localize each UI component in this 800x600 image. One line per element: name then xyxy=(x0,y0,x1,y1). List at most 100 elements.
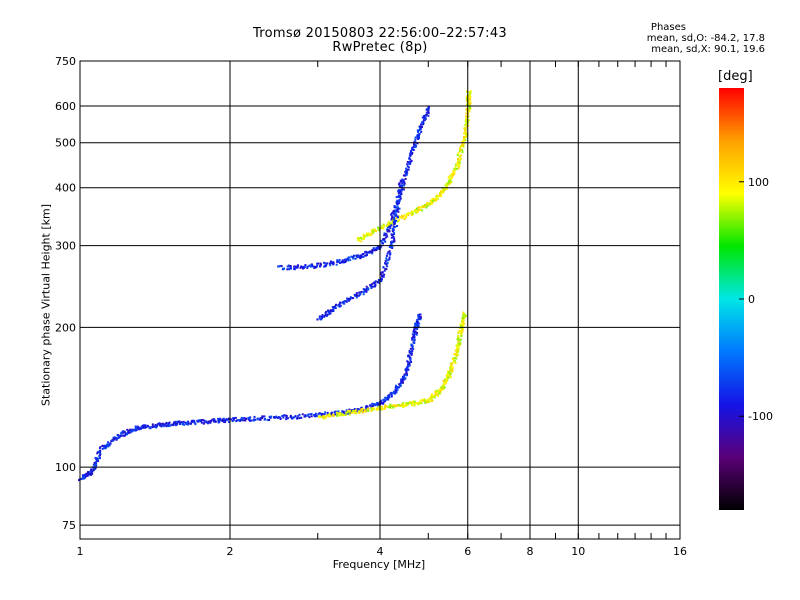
data-point xyxy=(355,254,358,257)
data-point xyxy=(374,285,376,288)
x-tick-label: 16 xyxy=(673,545,687,558)
data-point xyxy=(371,251,374,254)
data-point xyxy=(306,265,309,268)
data-point xyxy=(111,439,114,441)
data-point xyxy=(300,416,303,419)
data-point xyxy=(223,420,225,423)
data-point xyxy=(387,222,389,225)
data-point xyxy=(354,257,357,260)
data-point xyxy=(391,246,394,248)
data-point xyxy=(382,242,384,245)
data-point xyxy=(99,454,101,457)
chart-subtitle: RwPretec (8p) xyxy=(332,40,428,55)
data-point xyxy=(427,106,430,109)
data-point xyxy=(196,420,199,422)
data-point xyxy=(425,206,428,209)
data-point xyxy=(342,413,345,416)
data-point xyxy=(402,406,405,408)
data-point xyxy=(408,161,410,163)
data-point xyxy=(286,417,289,420)
data-point xyxy=(405,213,408,216)
data-point xyxy=(371,252,374,255)
phase-stats-o: mean, sd,O: -84.2, 17.8 xyxy=(646,33,765,44)
data-point xyxy=(449,178,452,181)
data-point xyxy=(398,199,401,202)
data-point xyxy=(392,229,395,232)
data-point xyxy=(323,413,326,416)
data-point xyxy=(93,464,96,467)
data-point xyxy=(457,348,460,351)
data-point xyxy=(444,381,447,384)
data-point xyxy=(247,416,250,419)
data-point xyxy=(99,453,102,455)
colorbar-ticks: 100 0 -100 xyxy=(739,176,773,423)
data-point xyxy=(388,250,391,253)
data-point xyxy=(379,273,382,276)
data-point xyxy=(263,418,266,421)
y-tick-label: 750 xyxy=(55,55,76,68)
data-point xyxy=(370,233,373,236)
data-point xyxy=(336,411,338,414)
data-point xyxy=(381,408,384,411)
data-point xyxy=(263,415,266,418)
data-point xyxy=(167,423,170,426)
data-point xyxy=(186,423,189,426)
data-point xyxy=(352,411,355,414)
data-point xyxy=(110,440,113,443)
data-point xyxy=(307,413,310,416)
data-point xyxy=(414,143,417,146)
data-point xyxy=(457,164,460,167)
data-point xyxy=(386,235,389,238)
data-point xyxy=(315,414,318,417)
data-point xyxy=(179,423,181,426)
data-point xyxy=(140,427,142,430)
data-point xyxy=(371,231,374,234)
data-point xyxy=(413,328,416,331)
data-point xyxy=(366,234,369,237)
data-point xyxy=(279,418,282,420)
data-point xyxy=(445,378,448,381)
data-point xyxy=(455,167,458,170)
data-point xyxy=(385,398,388,401)
data-point xyxy=(323,262,326,265)
data-point xyxy=(404,216,407,219)
data-point xyxy=(330,310,333,313)
data-point xyxy=(366,232,369,235)
data-point xyxy=(403,182,406,185)
data-point xyxy=(93,461,96,464)
data-point xyxy=(461,317,464,320)
data-point xyxy=(360,255,362,258)
data-point xyxy=(370,410,373,412)
data-point xyxy=(398,386,400,389)
data-point xyxy=(413,140,416,143)
data-point xyxy=(466,95,468,98)
data-point xyxy=(366,405,369,408)
data-point xyxy=(383,232,386,235)
data-point xyxy=(440,195,443,198)
data-point xyxy=(366,251,369,254)
colorbar-title: [deg] xyxy=(718,69,753,84)
data-point xyxy=(384,240,387,243)
data-point xyxy=(412,400,415,403)
data-point xyxy=(296,416,299,419)
data-point xyxy=(413,400,416,403)
data-point xyxy=(167,422,170,425)
data-point xyxy=(104,447,107,450)
data-point xyxy=(199,419,202,422)
data-point xyxy=(399,197,402,200)
data-point xyxy=(419,318,422,321)
x-tick-label: 2 xyxy=(227,545,234,558)
data-point xyxy=(323,314,326,317)
data-point xyxy=(289,414,292,417)
data-point xyxy=(87,472,90,475)
data-point xyxy=(435,389,438,392)
data-point xyxy=(281,414,284,417)
data-point xyxy=(435,199,438,201)
data-point xyxy=(293,265,296,268)
grid-lines xyxy=(80,61,680,539)
data-point xyxy=(362,288,365,291)
data-point xyxy=(266,418,269,421)
data-point xyxy=(376,281,379,283)
data-point xyxy=(402,403,405,406)
data-point xyxy=(427,398,430,401)
